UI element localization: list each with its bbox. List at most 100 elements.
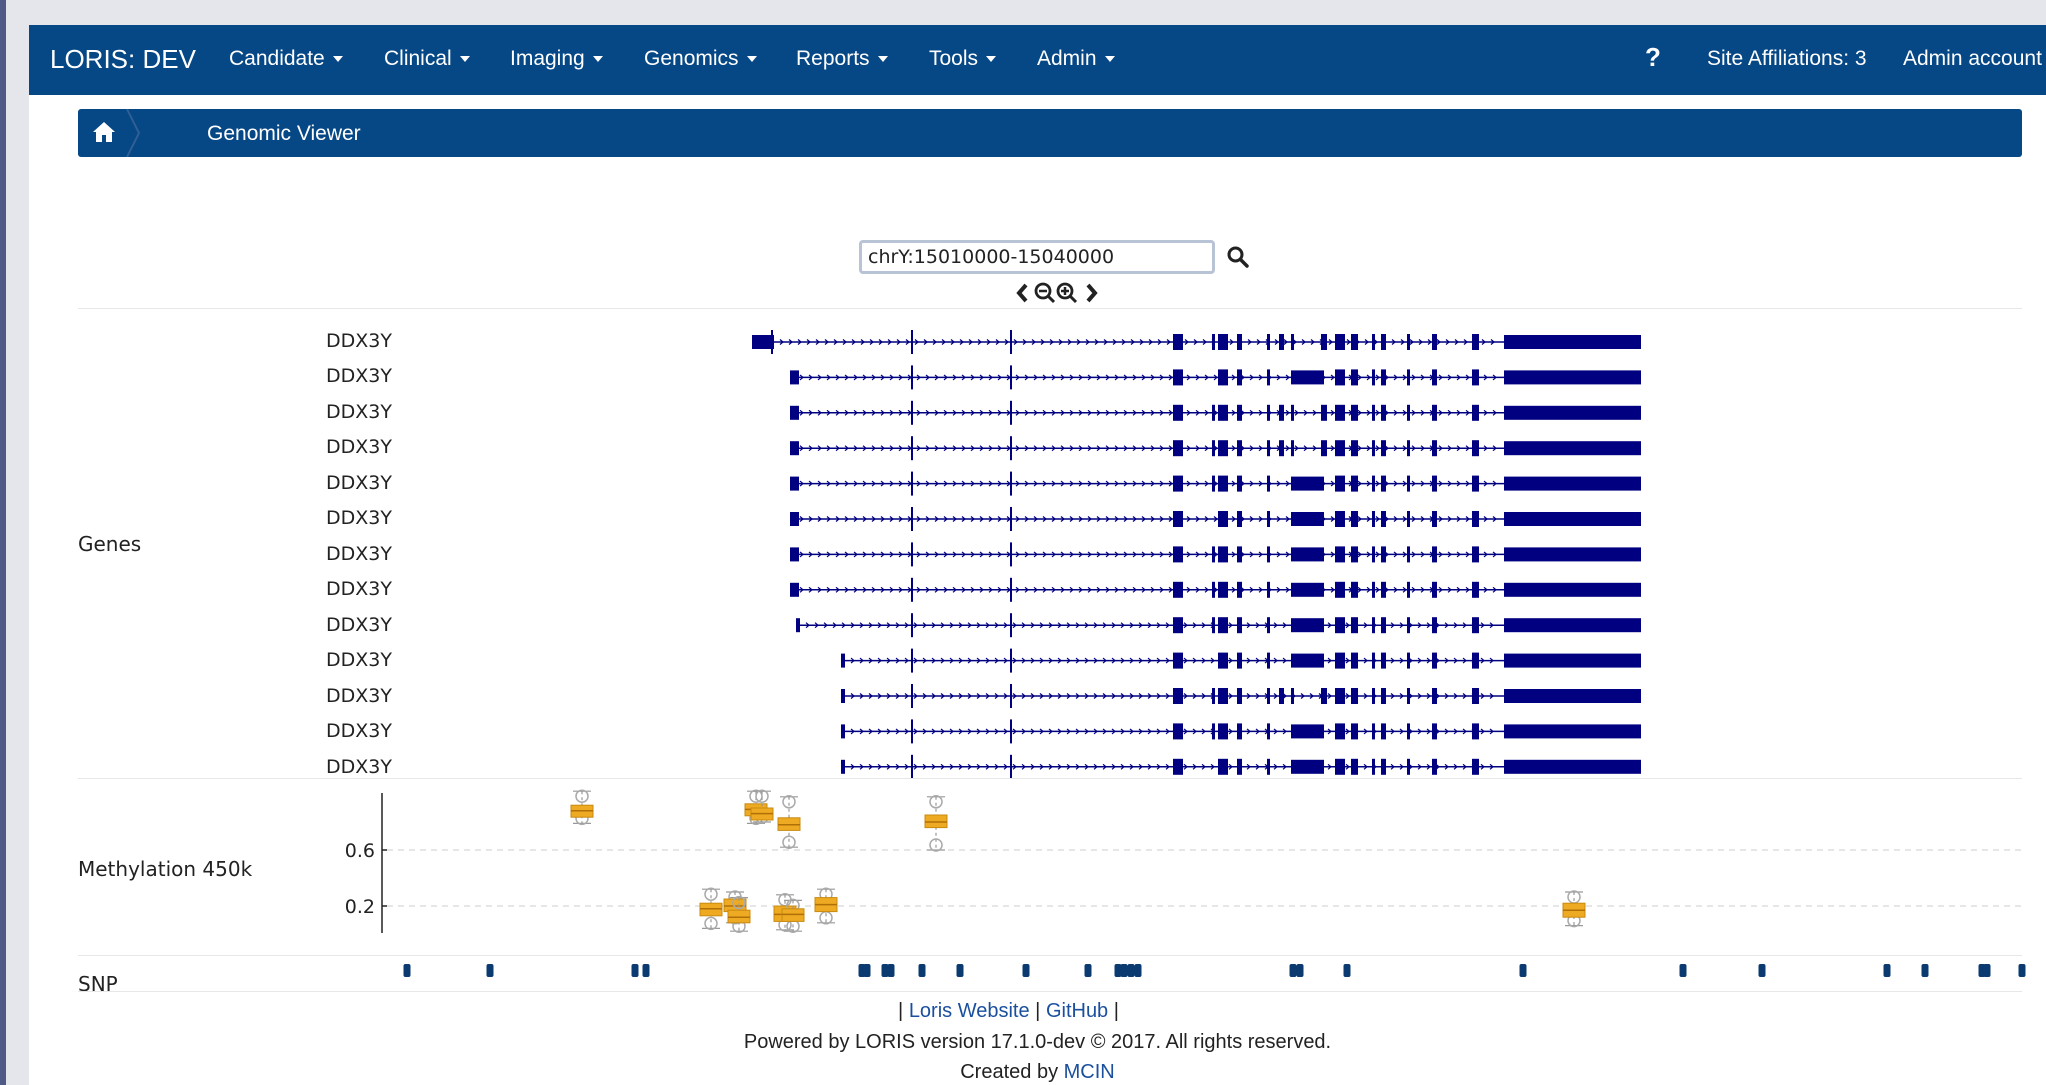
strand-arrow <box>943 374 948 381</box>
exon-block <box>1432 758 1437 775</box>
strand-arrow <box>1132 480 1137 487</box>
strand-arrow <box>1021 728 1026 735</box>
strand-arrow <box>1489 657 1494 664</box>
exon-block <box>1351 334 1358 350</box>
menu-clinical[interactable]: Clinical <box>384 47 470 71</box>
strand-arrow <box>979 374 984 381</box>
strand-arrow <box>1093 728 1098 735</box>
strand-arrow <box>952 445 957 452</box>
snp-marker <box>1679 964 1687 977</box>
menu-admin[interactable]: Admin <box>1037 47 1115 71</box>
mcin-link[interactable]: MCIN <box>1063 1061 1115 1083</box>
menu-genomics[interactable]: Genomics <box>644 47 757 71</box>
strand-arrow <box>931 657 936 664</box>
strand-arrow <box>1111 763 1116 770</box>
strand-arrow <box>1147 657 1152 664</box>
strand-arrow <box>1436 339 1441 345</box>
strand-arrow <box>905 339 910 345</box>
strand-arrow <box>835 409 840 416</box>
exon-block <box>1381 652 1386 669</box>
strand-arrow <box>1042 480 1047 487</box>
strand-arrow <box>1022 339 1027 345</box>
exon-block <box>1407 511 1410 527</box>
account-menu[interactable]: Admin account <box>1903 47 2042 70</box>
methylation-box <box>1562 890 1586 928</box>
search-icon[interactable] <box>1226 245 1250 269</box>
menu-imaging[interactable]: Imaging <box>510 47 603 71</box>
loris-website-link[interactable]: Loris Website <box>908 1000 1030 1022</box>
menu-reports[interactable]: Reports <box>796 47 888 71</box>
strand-arrow <box>1033 445 1038 452</box>
strand-arrow <box>1465 480 1470 487</box>
zoom-in-icon[interactable] <box>1055 281 1079 305</box>
strand-arrow <box>1168 516 1173 522</box>
strand-arrow <box>1138 657 1143 664</box>
site-affiliations[interactable]: Site Affiliations: 3 <box>1707 47 1867 70</box>
strand-arrow <box>1042 551 1047 558</box>
strand-arrow <box>958 693 963 699</box>
pan-left-icon[interactable] <box>1011 281 1035 305</box>
exon-block <box>1407 617 1410 634</box>
exon-block <box>1335 334 1345 350</box>
strand-arrow <box>916 586 921 593</box>
strand-arrow <box>1094 339 1099 345</box>
zoom-out-icon[interactable] <box>1033 281 1057 305</box>
exon-block <box>1472 546 1479 563</box>
menu-tools[interactable]: Tools <box>929 47 997 71</box>
strand-arrow <box>994 763 999 770</box>
strand-arrow <box>1129 622 1134 629</box>
brand-logo[interactable]: LORIS: DEV <box>50 44 196 74</box>
exon-block <box>1218 723 1228 740</box>
strand-arrow <box>1303 445 1308 452</box>
strand-arrow <box>1033 374 1038 381</box>
strand-arrow <box>860 339 865 345</box>
strand-arrow <box>1186 480 1191 487</box>
exon-block <box>1267 404 1270 421</box>
strand-arrow <box>1156 763 1161 770</box>
strand-arrow <box>1186 586 1191 593</box>
strand-arrow <box>1057 728 1062 735</box>
locus-input[interactable] <box>859 240 1215 274</box>
strand-arrow <box>1033 516 1038 522</box>
exon-block <box>1472 758 1479 775</box>
github-link[interactable]: GitHub <box>1045 1000 1109 1022</box>
strand-arrow <box>871 551 876 558</box>
exon-block <box>1267 723 1270 740</box>
pan-right-icon[interactable] <box>1079 281 1103 305</box>
strand-arrow <box>1102 763 1107 770</box>
strand-arrow <box>1033 586 1038 593</box>
strand-arrow <box>1192 657 1197 664</box>
strand-arrow <box>1366 586 1371 593</box>
strand-arrow <box>799 409 804 416</box>
strand-arrow <box>1184 339 1189 345</box>
strand-arrow <box>967 693 972 699</box>
snp-marker <box>2018 964 2026 977</box>
home-icon[interactable] <box>92 120 116 144</box>
strand-arrow <box>862 409 867 416</box>
strand-arrow <box>1057 693 1062 699</box>
strand-arrow <box>1426 657 1431 664</box>
strand-arrow <box>1345 763 1350 770</box>
exon-block <box>1173 546 1183 563</box>
menu-admin-label: Admin <box>1037 47 1097 70</box>
strand-arrow <box>997 480 1002 487</box>
strand-arrow <box>1420 409 1425 416</box>
help-icon[interactable]: ? <box>1645 42 1661 72</box>
exon-block <box>1291 547 1324 562</box>
exon-block <box>1381 369 1386 386</box>
strand-arrow <box>1393 551 1398 558</box>
exon-block <box>1381 581 1386 598</box>
pipe-separator: | <box>1035 1000 1041 1022</box>
exon-block <box>1267 475 1270 492</box>
strand-arrow <box>1042 445 1047 452</box>
exon-block <box>841 759 845 774</box>
strand-arrow <box>1480 657 1485 664</box>
exon-block <box>790 512 799 526</box>
menu-candidate[interactable]: Candidate <box>229 47 343 71</box>
strand-arrow <box>1201 763 1206 770</box>
strand-arrow <box>1285 445 1290 452</box>
strand-arrow <box>1417 763 1422 770</box>
strand-arrow <box>1409 339 1414 345</box>
strand-arrow <box>922 763 927 770</box>
strand-arrow <box>979 586 984 593</box>
